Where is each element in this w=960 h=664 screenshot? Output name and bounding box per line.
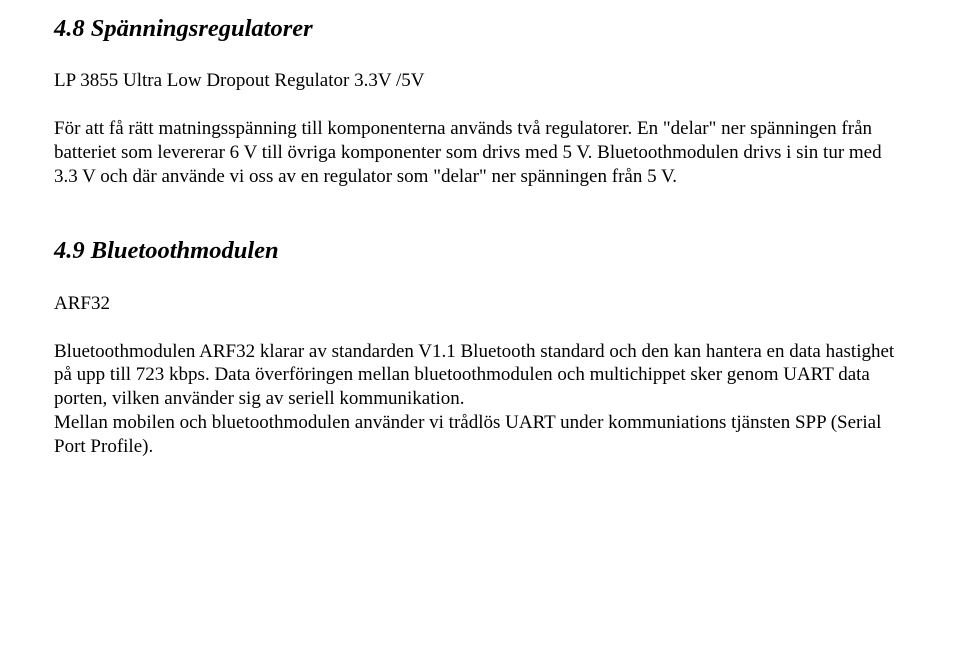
section-4-8-lead: LP 3855 Ultra Low Dropout Regulator 3.3V… [54, 69, 906, 93]
section-4-9-body: Bluetoothmodulen ARF32 klarar av standar… [54, 340, 906, 459]
section-4-8-body: För att få rätt matningsspänning till ko… [54, 117, 906, 188]
document-page: 4.8 Spänningsregulatorer LP 3855 Ultra L… [0, 0, 960, 478]
section-4-9-subheading: ARF32 [54, 292, 906, 316]
section-heading-4-8: 4.8 Spänningsregulatorer [54, 14, 906, 43]
section-heading-4-9: 4.9 Bluetoothmodulen [54, 236, 906, 265]
